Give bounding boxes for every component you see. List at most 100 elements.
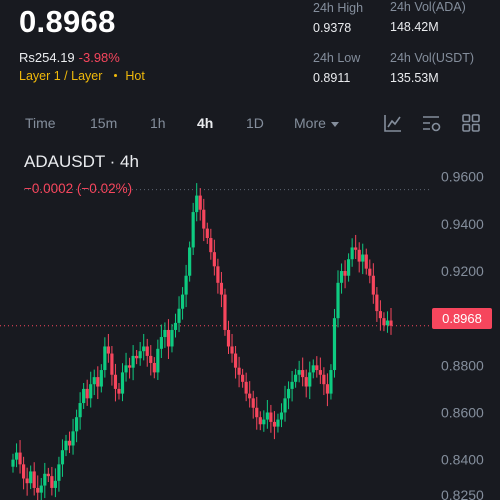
- candle-body: [241, 374, 245, 382]
- grid-layout-icon[interactable]: [460, 112, 482, 134]
- candle-body: [219, 282, 224, 295]
- y-tick-label: 0.8800: [441, 357, 484, 373]
- candle-body: [325, 384, 330, 394]
- y-tick-label: 0.8250: [441, 487, 484, 500]
- tab-more[interactable]: More: [294, 115, 339, 131]
- candle-body: [258, 417, 262, 425]
- candle-body: [378, 311, 383, 319]
- candle-body: [361, 254, 365, 262]
- vol-base-value: 148.42M: [390, 20, 439, 34]
- tag-hot[interactable]: Hot: [125, 69, 145, 83]
- candle-body: [135, 355, 139, 359]
- candle-body: [371, 275, 375, 295]
- candle-body: [29, 471, 33, 484]
- candle-body: [127, 365, 132, 368]
- candle-body: [177, 308, 181, 323]
- tab-4h[interactable]: 4h: [197, 115, 214, 131]
- candle-body: [350, 247, 354, 260]
- candle-body: [364, 254, 368, 269]
- candle-body: [106, 346, 110, 354]
- candle-body: [99, 370, 103, 387]
- candle-body: [290, 381, 294, 389]
- candle-body: [262, 419, 266, 425]
- candle-body: [347, 259, 351, 276]
- candle-body: [110, 353, 114, 375]
- candle-body: [166, 329, 171, 347]
- candle-body: [18, 452, 22, 465]
- candle-body: [332, 318, 337, 371]
- tab-15m[interactable]: 15m: [90, 115, 118, 131]
- low-value: 0.8911: [313, 71, 351, 85]
- candle-body: [251, 398, 255, 408]
- candle-body: [188, 247, 192, 276]
- tab-1h[interactable]: 1h: [150, 115, 166, 131]
- y-tick-label: 0.9200: [441, 263, 484, 279]
- candle-body: [276, 419, 280, 427]
- candle-body: [209, 238, 213, 253]
- candle-body: [60, 450, 65, 465]
- candle-body: [294, 374, 298, 382]
- candle-body: [14, 452, 19, 460]
- y-tick-label: 0.8600: [441, 404, 484, 420]
- candle-body: [255, 407, 259, 418]
- candle-body: [120, 372, 125, 394]
- candle-body: [142, 346, 146, 352]
- candle-body: [198, 195, 202, 210]
- candle-body: [318, 370, 322, 375]
- line-chart-icon[interactable]: [382, 112, 404, 134]
- candle-body: [248, 393, 252, 399]
- candle-body: [286, 388, 291, 399]
- candle-body: [131, 355, 135, 368]
- vol-base-label: 24h Vol(ADA): [390, 0, 466, 14]
- candle-body: [304, 377, 308, 387]
- y-tick-label: 0.9400: [441, 216, 484, 232]
- candle-body: [180, 294, 185, 309]
- candle-body: [156, 348, 160, 373]
- last-price: 0.8968: [19, 4, 116, 39]
- candle-body: [21, 464, 26, 479]
- high-label: 24h High: [313, 1, 364, 15]
- candle-body: [315, 365, 319, 371]
- candle-body: [36, 487, 40, 493]
- vol-quote-value: 135.53M: [390, 71, 439, 85]
- high-value: 0.9378: [313, 21, 352, 35]
- candle-body: [308, 372, 312, 387]
- candle-body: [191, 212, 195, 248]
- candle-body: [385, 320, 390, 326]
- candle-body: [237, 367, 241, 375]
- candle-body: [74, 417, 79, 432]
- fiat-price-row: Rs254.19 -3.98%: [19, 50, 120, 65]
- candle-body: [39, 485, 43, 493]
- vol-quote-label: 24h Vol(USDT): [390, 51, 475, 65]
- candle-body: [53, 480, 57, 488]
- candle-body: [297, 370, 301, 375]
- candle-body: [233, 353, 238, 368]
- candle-body: [46, 473, 50, 477]
- y-tick-label: 0.8400: [441, 452, 484, 468]
- candle-body: [78, 403, 82, 418]
- candle-body: [230, 346, 234, 354]
- candle-body: [202, 209, 206, 229]
- candle-body: [152, 362, 156, 373]
- candle-body: [265, 412, 269, 420]
- candle-body: [322, 374, 326, 385]
- tab-1d[interactable]: 1D: [246, 115, 264, 131]
- candle-body: [272, 421, 277, 427]
- candle-body: [32, 471, 36, 488]
- candle-body: [368, 268, 372, 276]
- candle-body: [71, 431, 75, 446]
- candle-body: [244, 381, 248, 394]
- candle-body: [357, 249, 361, 262]
- candle-body: [57, 464, 61, 481]
- candle-body: [85, 388, 89, 399]
- candle-body: [64, 440, 68, 451]
- candle-body: [205, 228, 209, 239]
- candle-body: [343, 271, 347, 276]
- chart-change: −0.0002 (−0.02%): [24, 181, 133, 196]
- tag-layer[interactable]: Layer 1 / Layer: [19, 69, 103, 83]
- candle-body: [223, 294, 227, 330]
- tab-time[interactable]: Time: [25, 115, 56, 131]
- fiat-price: Rs254.19: [19, 50, 75, 65]
- indicator-settings-icon[interactable]: [421, 112, 443, 134]
